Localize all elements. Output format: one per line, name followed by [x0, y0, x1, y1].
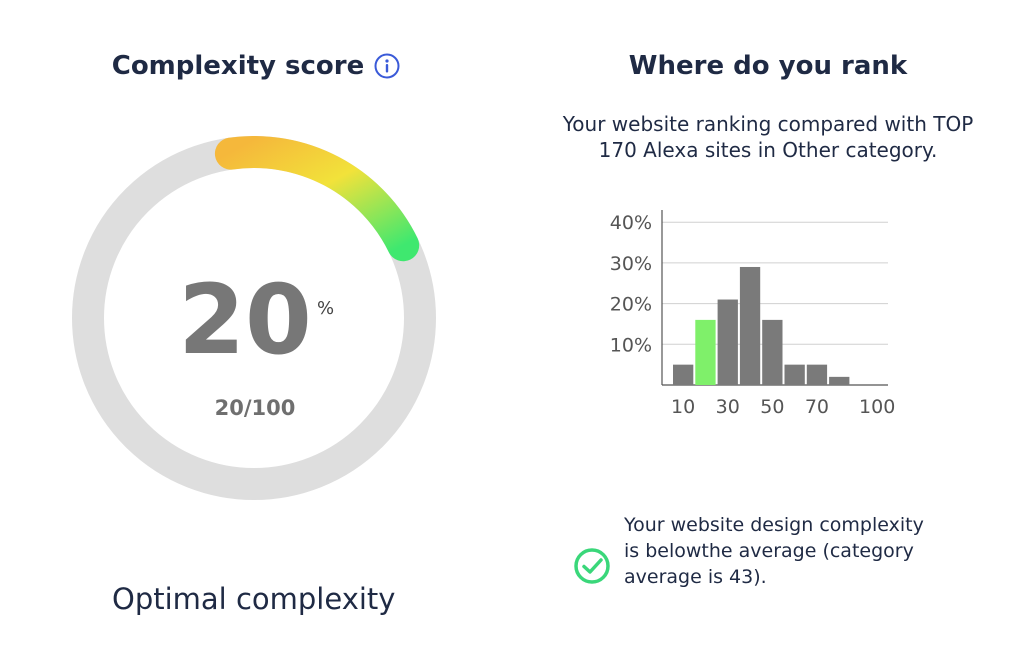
- check-circle-icon: [572, 546, 612, 586]
- histogram-bar: [739, 266, 761, 385]
- score-ratio: 20/100: [214, 396, 296, 420]
- y-tick-label: 20%: [610, 294, 652, 316]
- x-tick-label: 30: [716, 396, 740, 418]
- y-tick-label: 10%: [610, 334, 652, 356]
- histogram-bar: [673, 364, 694, 385]
- ranking-description: Your website ranking compared with TOP 1…: [562, 112, 974, 162]
- x-tick-label: 100: [859, 396, 895, 418]
- histogram-bar-highlight: [695, 319, 716, 385]
- complexity-status: Optimal complexity: [112, 582, 396, 616]
- x-tick-label: 10: [671, 396, 695, 418]
- ranking-histogram: 10% 20% 30% 40% 10 30 50 70 100: [592, 200, 912, 425]
- score-percent: 20: [178, 264, 312, 376]
- score-percent-unit: %: [317, 298, 335, 319]
- ranking-note-text: Your website design complexity is belowt…: [624, 514, 924, 588]
- gauge-progress-arc: [214, 136, 420, 262]
- histogram-bar: [829, 376, 850, 385]
- histogram-bar: [784, 364, 805, 385]
- histogram-bar: [806, 364, 828, 385]
- x-tick-label: 70: [805, 396, 829, 418]
- complexity-gauge: [72, 136, 436, 500]
- info-icon[interactable]: [374, 53, 400, 79]
- x-tick-label: 50: [760, 396, 784, 418]
- y-tick-label: 30%: [610, 253, 652, 275]
- ranking-panel: Where do you rank Your website ranking c…: [512, 0, 1024, 669]
- complexity-score-title: Complexity score: [111, 51, 365, 81]
- histogram-bar: [717, 299, 738, 385]
- y-tick-label: 40%: [610, 212, 652, 234]
- complexity-title-row: Complexity score: [0, 44, 512, 88]
- histogram-bar: [762, 319, 783, 385]
- complexity-score-panel: Complexity score 20 % 20/100 Optimal com…: [0, 44, 512, 616]
- ranking-title: Where do you rank: [628, 51, 908, 81]
- ranking-note: Your website design complexity is belowt…: [572, 512, 992, 622]
